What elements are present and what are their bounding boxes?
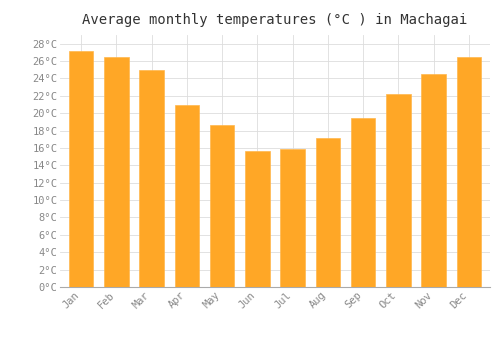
Bar: [69, 51, 94, 287]
Bar: [140, 70, 164, 287]
Bar: [280, 149, 305, 287]
Title: Average monthly temperatures (°C ) in Machagai: Average monthly temperatures (°C ) in Ma…: [82, 13, 468, 27]
Bar: [386, 94, 410, 287]
Bar: [351, 118, 376, 287]
Bar: [422, 74, 446, 287]
Bar: [245, 150, 270, 287]
Bar: [174, 105, 199, 287]
Bar: [456, 57, 481, 287]
Bar: [104, 57, 128, 287]
Bar: [316, 138, 340, 287]
Bar: [210, 125, 234, 287]
